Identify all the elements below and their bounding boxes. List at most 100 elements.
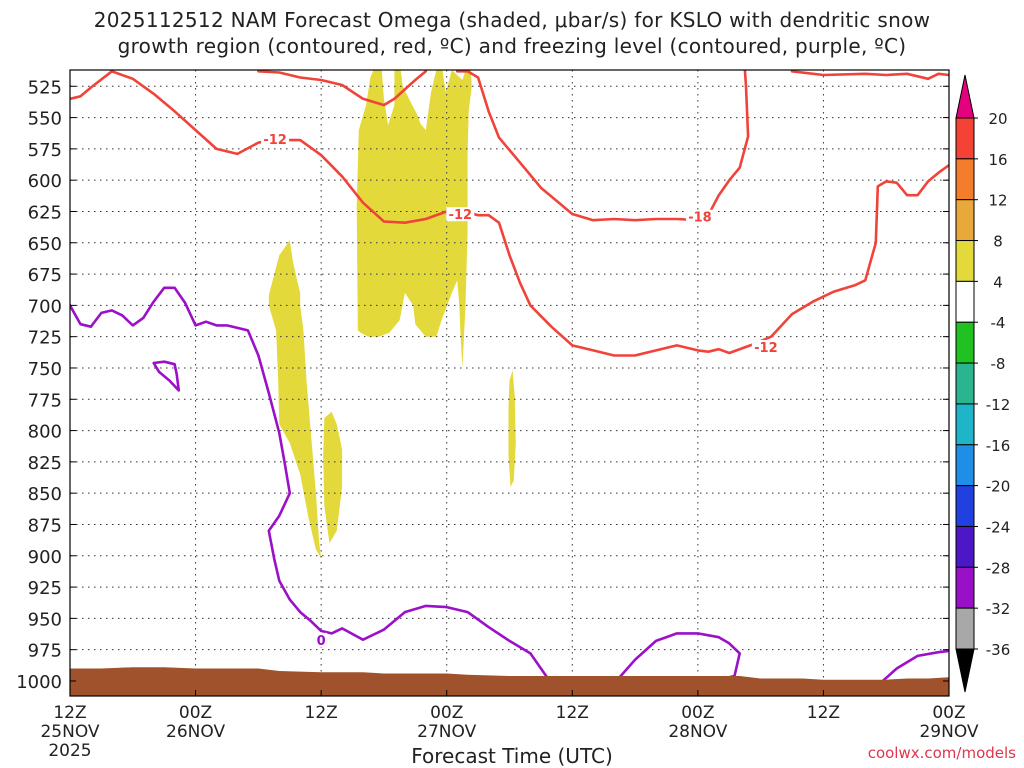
colorbar-label: -12 (986, 396, 1011, 414)
x-tick-label: 12Z (807, 703, 840, 723)
contour-line (612, 632, 742, 685)
colorbar-segment (955, 607, 975, 650)
y-tick-label: 700 (28, 296, 62, 317)
y-tick-label: 850 (28, 484, 62, 505)
x-tick-label: 2025 (48, 741, 91, 761)
contour-line (70, 70, 949, 357)
x-tick-label: 00Z (430, 703, 463, 723)
colorbar-label: -4 (991, 314, 1006, 332)
plot-frame (69, 69, 950, 697)
colorbar-segment (955, 362, 975, 405)
colorbar-label: -20 (986, 478, 1011, 496)
contour-label-bg (261, 132, 290, 147)
x-tick-label: 29NOV (919, 722, 978, 742)
colorbar-label: -16 (986, 437, 1011, 455)
colorbar-label: 20 (988, 110, 1007, 128)
y-tick-label: 950 (28, 609, 62, 630)
x-tick-label: 28NOV (668, 722, 727, 742)
contour-line (257, 70, 428, 107)
x-tick-label: 00Z (681, 703, 714, 723)
source-credit[interactable]: coolwx.com/models (867, 744, 1016, 762)
y-tick-label: 600 (28, 171, 62, 192)
contour-label-bg (685, 209, 714, 224)
y-tick-label: 550 (28, 109, 62, 130)
colorbar: 20 16 12 8 4 -4 -8 -12 -16 -20 -24 -28 -32 -36 (955, 74, 1011, 693)
x-tick-label: 27NOV (417, 722, 476, 742)
colorbar-segment (955, 240, 975, 282)
x-tick-label: 00Z (932, 703, 965, 723)
y-tick-label: 925 (28, 578, 62, 599)
contour-label: -12 (263, 133, 287, 148)
y-tick-label: 800 (28, 422, 62, 443)
contour-line (455, 70, 750, 222)
colorbar-label: -8 (991, 355, 1006, 373)
colorbar-segment (955, 321, 975, 364)
colorbar-label: 8 (993, 233, 1003, 251)
y-tick-label: 1000 (16, 672, 62, 693)
omega-shading (268, 70, 516, 559)
colorbar-label: -32 (986, 600, 1011, 618)
y-tick-label: 525 (28, 77, 62, 98)
x-tick-label: 12Z (53, 703, 86, 723)
y-tick-label: 900 (28, 547, 62, 568)
contour-label: -12 (754, 341, 778, 356)
contour-label-bg (751, 339, 780, 354)
chart-title-line2: growth region (contoured, red, ºC) and f… (117, 34, 907, 58)
omega-region (356, 70, 472, 368)
omega-region (323, 411, 343, 544)
y-tick-label: 825 (28, 453, 62, 474)
y-tick-label: 725 (28, 328, 62, 349)
contour-label: -12 (449, 208, 473, 223)
colorbar-segment (955, 403, 975, 446)
colorbar-label: -24 (986, 518, 1011, 536)
omega-region (508, 370, 516, 487)
y-tick-label: 650 (28, 234, 62, 255)
contour-line (790, 70, 949, 81)
x-axis-title: Forecast Time (UTC) (411, 744, 613, 768)
colorbar-segment (955, 280, 975, 323)
y-tick-label: 875 (28, 515, 62, 536)
colorbar-label: -36 (986, 641, 1011, 659)
x-tick-label: 12Z (556, 703, 589, 723)
y-tick-label: 975 (28, 641, 62, 662)
x-tick-label: 25NOV (40, 722, 99, 742)
colorbar-segment (955, 485, 975, 527)
contour-labels: -12 -12 -18 -12 0 (261, 132, 780, 649)
y-tick-label: 675 (28, 265, 62, 286)
colorbar-label: 12 (988, 192, 1007, 210)
terrain-surface (70, 667, 949, 696)
colorbar-label: -28 (986, 559, 1011, 577)
x-tick-label: 00Z (179, 703, 212, 723)
colorbar-segment (955, 117, 975, 160)
terrain-fill (70, 667, 949, 696)
colorbar-label: 16 (988, 151, 1007, 169)
y-tick-label: 575 (28, 140, 62, 161)
colorbar-segment (955, 199, 975, 242)
y-tick-label: 750 (28, 359, 62, 380)
colorbar-label: 4 (993, 273, 1003, 291)
contour-label: 0 (317, 634, 326, 649)
contour-line (874, 649, 949, 689)
colorbar-segment (955, 444, 975, 487)
grid-lines (70, 70, 949, 696)
colorbar-segment (955, 525, 975, 568)
colorbar-bottom-arrow (955, 648, 975, 693)
x-tick-label: 12Z (305, 703, 338, 723)
contour-label: -18 (688, 211, 712, 226)
omega-region (268, 240, 322, 559)
contour-line (70, 286, 553, 685)
contour-label-bg (446, 207, 475, 222)
x-tick-label: 26NOV (166, 722, 225, 742)
colorbar-segment (955, 158, 975, 201)
y-tick-label: 625 (28, 202, 62, 223)
colorbar-segment (955, 566, 975, 609)
contour-lines (70, 70, 949, 689)
contour-line (152, 360, 181, 392)
chart-title-line1: 2025112512 NAM Forecast Omega (shaded, μ… (93, 8, 931, 32)
colorbar-top-arrow (955, 74, 975, 119)
contour-label-bg (315, 632, 328, 647)
y-axis: 525 550 575 600 625 650 675 700 725 750 775 800 825 8… (16, 77, 949, 693)
y-tick-label: 775 (28, 390, 62, 411)
